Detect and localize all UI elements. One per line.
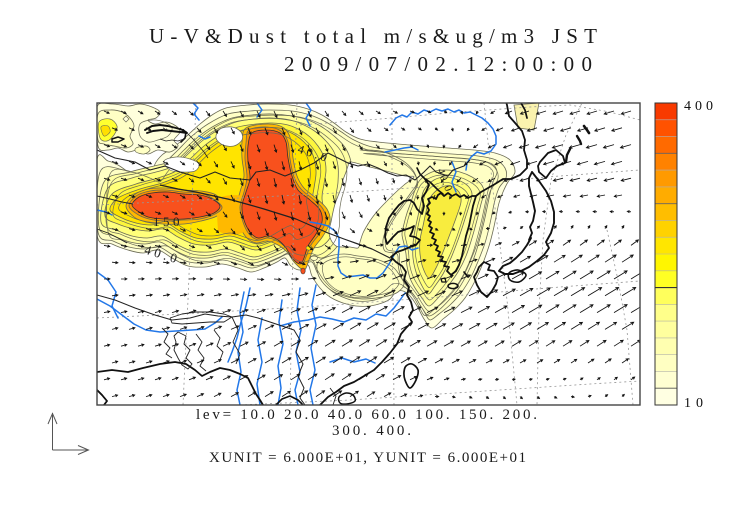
svg-text:U-V&Dust total m/s&ug/m3 JST: U-V&Dust total m/s&ug/m3 JST [149, 24, 597, 48]
svg-text:300. 400.: 300. 400. [332, 423, 411, 439]
svg-text:400: 400 [684, 99, 713, 114]
svg-text:lev= 10.0 20.0 40.0 60.0 100.: lev= 10.0 20.0 40.0 60.0 100. 150. 200. [196, 407, 537, 423]
svg-text:150: 150 [153, 214, 183, 229]
